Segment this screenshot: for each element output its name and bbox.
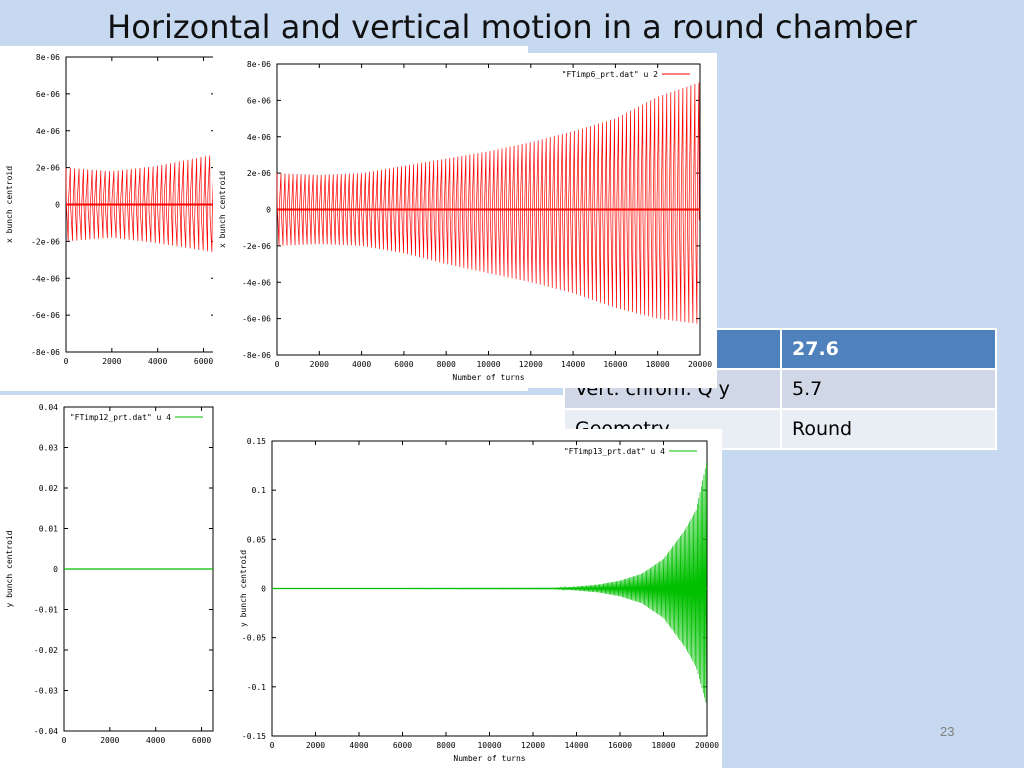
y-axis-label: y bunch centroid [5,530,14,607]
x-tick-label: 18000 [651,741,675,750]
y-axis-label: x bunch centroid [218,171,227,248]
x-tick-label: 18000 [646,360,670,369]
y-tick-label: 0.15 [247,437,266,446]
y-tick-label: -0.01 [34,606,58,615]
y-tick-label: 8e-06 [247,60,271,69]
y-tick-label: 0.04 [39,403,58,412]
series-line [65,154,215,252]
x-tick-label: 16000 [603,360,627,369]
y-tick-label: -0.03 [34,687,58,696]
x-tick-label: 8000 [437,360,456,369]
y-tick-label: 0.1 [252,486,267,495]
x-tick-label: 6000 [393,741,412,750]
x-tick-label: 10000 [477,741,501,750]
y-tick-label: 0.05 [247,535,266,544]
x-tick-label: 6000 [394,360,413,369]
y-tick-label: 0.01 [39,525,58,534]
y-tick-label: -6e-06 [242,315,271,324]
y-tick-label: -0.05 [242,634,266,643]
y-tick-label: 6e-06 [36,90,60,99]
y-tick-label: 0 [53,565,58,574]
page-number: 23 [940,724,955,739]
x-tick-label: 0 [64,357,69,366]
table-cell: 5.7 [780,368,997,410]
x-axis-label: Number of turns [453,754,525,763]
y-tick-label: -8e-06 [242,351,271,360]
x-tick-label: 2000 [100,736,119,745]
chart-svg: 8e-06 6e-06 4e-06 2e-06 0 -2e-06 -4e-06 -6e-06 -… [218,60,712,382]
y-tick-label: 4e-06 [247,133,271,142]
y-tick-label: -4e-06 [242,278,271,287]
y-tick-label: 0.03 [39,444,58,453]
x-tick-label: 6000 [192,736,211,745]
y-axis-label: y bunch centroid [239,550,248,627]
chart-svg: 0.04 0.03 0.02 0.01 0 -0.01 -0.02 -0.03 -0.04 0 20… [5,403,214,745]
x-tick-label: 14000 [561,360,585,369]
chart-y-centroid-main: 0.15 0.1 0.05 0 -0.05 -0.1 -0.15 0 2000 4000 6000 8… [234,429,722,768]
y-tick-label: -0.04 [34,727,58,736]
slide-title: Horizontal and vertical motion in a roun… [107,8,917,46]
table-cell: Round [780,408,997,450]
y-tick-label: -2e-06 [31,237,60,246]
x-tick-label: 16000 [608,741,632,750]
chart-x-centroid-main: 8e-06 6e-06 4e-06 2e-06 0 -2e-06 -4e-06 -6e-06 -… [213,53,717,388]
x-tick-label: 6000 [194,357,213,366]
y-tick-label: -0.1 [247,683,266,692]
x-tick-label: 0 [62,736,67,745]
y-tick-label: 6e-06 [247,96,271,105]
x-tick-label: 0 [270,741,275,750]
x-tick-label: 8000 [436,741,455,750]
x-tick-label: 14000 [564,741,588,750]
x-tick-label: 12000 [519,360,543,369]
chart-svg: 0.15 0.1 0.05 0 -0.05 -0.1 -0.15 0 2000 4000 6000 8… [239,437,719,763]
x-tick-label: 4000 [349,741,368,750]
legend-label: "FTimp12_prt.dat" u 4 [70,413,171,422]
x-tick-label: 2000 [102,357,121,366]
legend-label: "FTimp6_prt.dat" u 2 [562,70,659,79]
x-tick-label: 10000 [476,360,500,369]
table-cell: 27.6 [780,328,997,370]
y-tick-label: -6e-06 [31,311,60,320]
x-tick-label: 4000 [148,357,167,366]
y-tick-label: 0.02 [39,484,58,493]
y-tick-label: 2e-06 [36,164,60,173]
x-tick-label: 2000 [306,741,325,750]
y-axis-label: x bunch centroid [5,166,14,243]
x-tick-label: 20000 [688,360,712,369]
y-tick-label: 4e-06 [36,127,60,136]
y-tick-label: 0 [55,201,60,210]
y-tick-label: -4e-06 [31,274,60,283]
y-tick-label: 0 [266,206,271,215]
legend-label: "FTimp13_prt.dat" u 4 [564,447,665,456]
y-tick-label: -8e-06 [31,348,60,357]
y-tick-label: -0.02 [34,646,58,655]
x-tick-label: 12000 [521,741,545,750]
x-axis-label: Number of turns [452,373,524,382]
y-tick-label: 8e-06 [36,53,60,62]
x-tick-label: 20000 [695,741,719,750]
x-tick-label: 2000 [310,360,329,369]
x-tick-label: 0 [275,360,280,369]
x-tick-label: 4000 [146,736,165,745]
y-tick-label: -2e-06 [242,242,271,251]
y-tick-label: -0.15 [242,732,266,741]
series-line [272,462,707,703]
y-tick-label: 2e-06 [247,169,271,178]
y-tick-label: 0 [261,585,266,594]
x-tick-label: 4000 [352,360,371,369]
series-line [276,82,700,324]
